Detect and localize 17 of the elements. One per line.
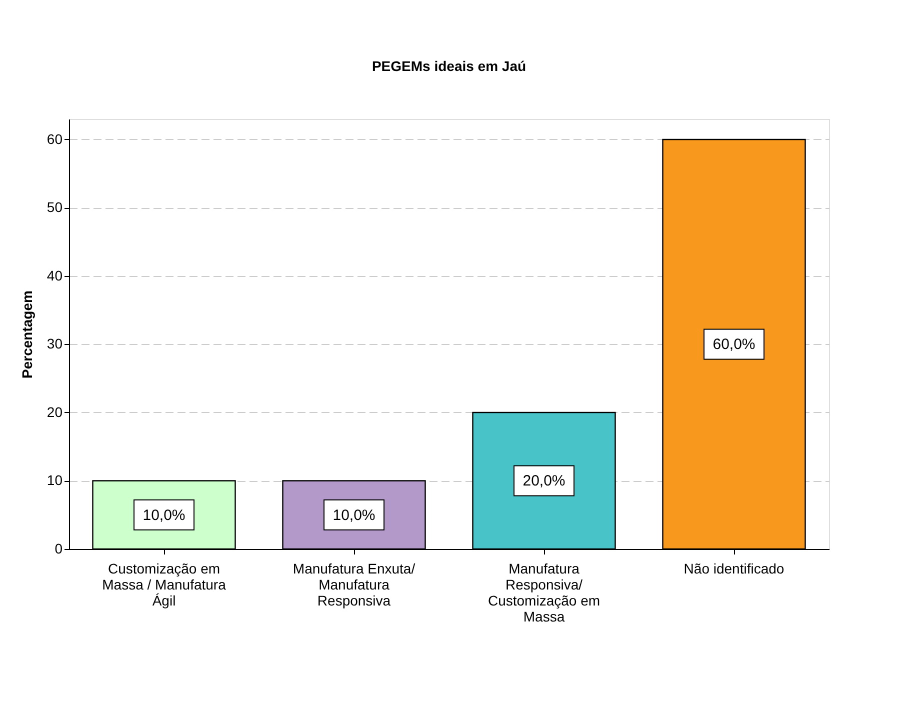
y-tick-label: 10 (46, 472, 63, 488)
x-tick-label: Não identificado (684, 560, 784, 576)
y-tick-label: 50 (46, 199, 63, 216)
y-tick-label: 40 (46, 267, 63, 284)
y-axis-title: Percentagem (18, 290, 35, 378)
data-label: 20,0% (522, 472, 566, 490)
y-tick-label: 30 (46, 336, 63, 352)
y-tick-label: 60 (46, 130, 63, 147)
data-label: 10,0% (142, 506, 186, 524)
y-tick-label: 0 (54, 540, 63, 556)
data-label: 10,0% (332, 506, 376, 524)
y-tick-label: 20 (46, 404, 63, 420)
data-label: 60,0% (712, 336, 756, 354)
chart-title: PEGEMs ideais em Jaú (372, 58, 526, 74)
x-tick-label: Customização em Massa / Manufatura Ágil (102, 560, 226, 608)
x-tick-label: Manufatura Enxuta/ Manufatura Responsiva (292, 560, 416, 608)
x-tick-label: Manufatura Responsiva/ Customização em Massa (488, 560, 600, 624)
